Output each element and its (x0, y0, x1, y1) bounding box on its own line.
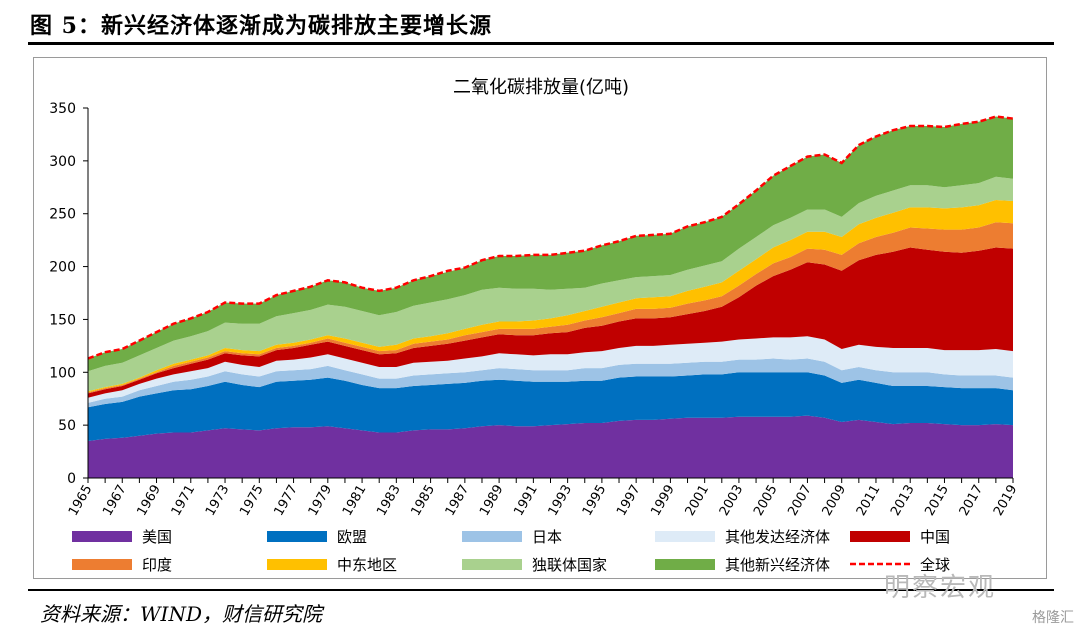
x-tick-label-21: 2007 (785, 483, 815, 519)
x-tick-label-5: 1975 (237, 483, 267, 519)
x-tick-label-23: 2011 (854, 483, 884, 519)
x-tick-label-8: 1981 (340, 483, 370, 519)
x-tick-label-17: 1999 (648, 483, 678, 519)
legend-label-9: 全球 (920, 556, 950, 574)
x-tick-label-10: 1985 (409, 483, 439, 519)
legend-marker-1 (267, 531, 327, 542)
legend-label-0: 美国 (142, 528, 172, 546)
y-tick-label-6: 300 (49, 154, 76, 170)
x-tick-label-9: 1983 (374, 483, 404, 519)
legend-marker-6 (267, 559, 327, 570)
x-tick-label-25: 2015 (922, 483, 952, 519)
y-tick-label-1: 50 (58, 418, 76, 434)
area-series-5 (88, 222, 1013, 394)
area-series-1 (88, 372, 1013, 441)
x-tick-label-11: 1987 (443, 483, 473, 519)
x-tick-label-19: 2003 (717, 483, 747, 519)
x-tick-label-4: 1973 (203, 483, 233, 519)
legend-label-6: 中东地区 (337, 556, 397, 574)
total-line (87, 115, 1014, 360)
legend-marker-3 (655, 531, 715, 542)
watermark-secondary: 格隆汇 (1032, 610, 1074, 626)
y-tick-label-3: 150 (49, 312, 76, 328)
chart-frame (33, 57, 1047, 579)
area-series-4 (88, 247, 1013, 398)
x-tick-label-24: 2013 (888, 483, 918, 519)
figure-title: 图 5：新兴经济体逐渐成为碳排放主要增长源 (30, 13, 492, 39)
y-tick-label-5: 250 (49, 207, 76, 223)
area-series-8 (88, 116, 1013, 372)
x-tick-label-12: 1989 (477, 482, 507, 518)
x-tick-label-13: 1991 (511, 483, 541, 519)
legend-label-8: 其他新兴经济体 (725, 556, 830, 574)
x-tick-label-2: 1969 (134, 483, 164, 519)
x-tick-label-0: 1965 (66, 483, 96, 519)
source-note: 资料来源：WIND，财信研究院 (40, 602, 322, 626)
x-tick-label-27: 2019 (991, 483, 1021, 519)
legend-label-5: 印度 (142, 556, 172, 574)
y-tick-label-7: 350 (49, 101, 76, 117)
x-tick-label-20: 2005 (751, 483, 781, 519)
legend-label-2: 日本 (532, 528, 562, 546)
x-tick-label-22: 2009 (820, 483, 850, 519)
watermark: 明察宏观 (883, 573, 996, 603)
area-series-3 (88, 336, 1013, 403)
legend-label-1: 欧盟 (337, 528, 367, 546)
legend-marker-8 (655, 559, 715, 570)
y-tick-label-2: 100 (49, 365, 76, 381)
x-tick-label-6: 1977 (271, 483, 301, 519)
x-tick-label-7: 1979 (306, 483, 336, 519)
y-tick-label-0: 0 (67, 471, 76, 487)
y-tick-label-4: 200 (49, 260, 76, 276)
area-series-0 (88, 415, 1013, 478)
area-series-2 (88, 358, 1013, 408)
x-tick-label-14: 1993 (546, 483, 576, 519)
legend-marker-4 (850, 531, 910, 542)
x-tick-label-1: 1967 (100, 483, 130, 519)
legend-label-4: 中国 (920, 528, 950, 546)
legend-label-7: 独联体国家 (532, 556, 607, 574)
area-series-6 (88, 200, 1013, 393)
area-series-7 (88, 176, 1013, 392)
x-tick-label-15: 1995 (580, 483, 610, 519)
legend-marker-2 (462, 531, 522, 542)
top-rule (28, 42, 1054, 45)
x-tick-label-26: 2017 (957, 483, 987, 519)
bottom-rule (28, 589, 1054, 591)
x-tick-label-3: 1971 (169, 483, 199, 519)
legend-marker-5 (72, 559, 132, 570)
x-tick-label-18: 2001 (683, 483, 713, 519)
legend-marker-7 (462, 559, 522, 570)
x-tick-label-16: 1997 (614, 483, 644, 519)
chart-title: 二氧化碳排放量(亿吨) (453, 77, 629, 98)
legend-marker-0 (72, 531, 132, 542)
legend-label-3: 其他发达经济体 (725, 528, 830, 546)
